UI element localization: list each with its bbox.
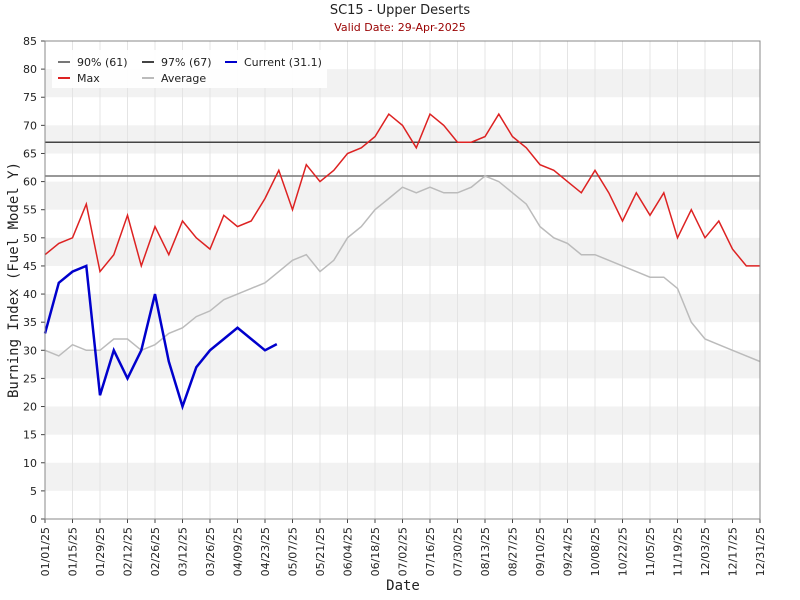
y-tick-label: 5 [30, 485, 37, 498]
x-tick-label: 05/07/25 [287, 527, 300, 576]
y-tick-label: 0 [30, 513, 37, 526]
x-tick-label: 06/04/25 [342, 527, 355, 576]
y-axis-label: Burning Index (Fuel Model Y) [6, 162, 22, 398]
x-tick-label: 09/10/25 [534, 527, 547, 576]
x-tick-label: 07/30/25 [452, 527, 465, 576]
y-tick-label: 20 [23, 401, 37, 414]
x-tick-label: 04/09/25 [232, 527, 245, 576]
legend: 90% (61) 97% (67) Current (31.1) Max Average [52, 50, 327, 88]
y-tick-label: 45 [23, 260, 37, 273]
x-tick-label: 02/12/25 [122, 527, 135, 576]
x-tick-label: 10/22/25 [617, 527, 630, 576]
y-tick-label: 80 [23, 63, 37, 76]
x-tick-label: 12/03/25 [699, 527, 712, 576]
x-tick-label: 11/19/25 [672, 527, 685, 576]
y-tick-label: 70 [23, 119, 37, 132]
y-tick-label: 55 [23, 204, 37, 217]
x-tick-label: 02/26/25 [149, 527, 162, 576]
y-tick-label: 85 [23, 35, 37, 48]
x-axis-label: Date [386, 578, 420, 594]
x-tick-label: 06/18/25 [369, 527, 382, 576]
chart-subtitle: Valid Date: 29-Apr-2025 [334, 21, 466, 34]
y-tick-label: 10 [23, 457, 37, 470]
x-tick-label: 08/13/25 [479, 527, 492, 576]
x-tick-label: 08/27/25 [507, 527, 520, 576]
legend-label: Max [77, 72, 100, 85]
x-tick-label: 01/15/25 [67, 527, 80, 576]
x-tick-label: 07/02/25 [397, 527, 410, 576]
y-tick-label: 15 [23, 429, 37, 442]
y-tick-label: 30 [23, 344, 37, 357]
x-tick-label: 04/23/25 [259, 527, 272, 576]
x-tick-label: 12/31/25 [754, 527, 767, 576]
x-tick-label: 03/12/25 [177, 527, 190, 576]
y-tick-label: 65 [23, 147, 37, 160]
y-tick-label: 40 [23, 288, 37, 301]
x-tick-label: 09/24/25 [562, 527, 575, 576]
legend-label: 97% (67) [161, 56, 212, 69]
x-tick-label: 03/26/25 [204, 527, 217, 576]
legend-label: Average [161, 72, 206, 85]
y-tick-label: 35 [23, 316, 37, 329]
x-tick-label: 11/05/25 [644, 527, 657, 576]
x-tick-label: 12/17/25 [727, 527, 740, 576]
x-tick-label: 07/16/25 [424, 527, 437, 576]
legend-label: Current (31.1) [244, 56, 322, 69]
plot-border [44, 40, 761, 520]
x-tick-label: 01/29/25 [94, 527, 107, 576]
legend-box [52, 50, 327, 88]
series-line [44, 112, 760, 274]
x-tick-label: 01/01/25 [39, 527, 52, 576]
y-tick-label: 25 [23, 372, 37, 385]
legend-label: 90% (61) [77, 56, 128, 69]
x-tick-label: 10/08/25 [589, 527, 602, 576]
series-line [43, 264, 278, 411]
y-tick-label: 75 [23, 91, 37, 104]
x-tick-label: 05/21/25 [314, 527, 327, 576]
chart-title: SC15 - Upper Deserts [330, 3, 471, 18]
y-tick-label: 50 [23, 232, 37, 245]
y-tick-label: 60 [23, 176, 37, 189]
